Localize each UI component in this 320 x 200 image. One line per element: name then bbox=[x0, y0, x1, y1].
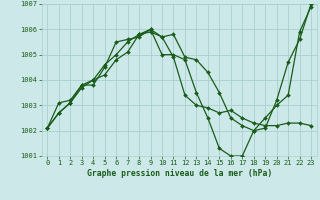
X-axis label: Graphe pression niveau de la mer (hPa): Graphe pression niveau de la mer (hPa) bbox=[87, 169, 272, 178]
